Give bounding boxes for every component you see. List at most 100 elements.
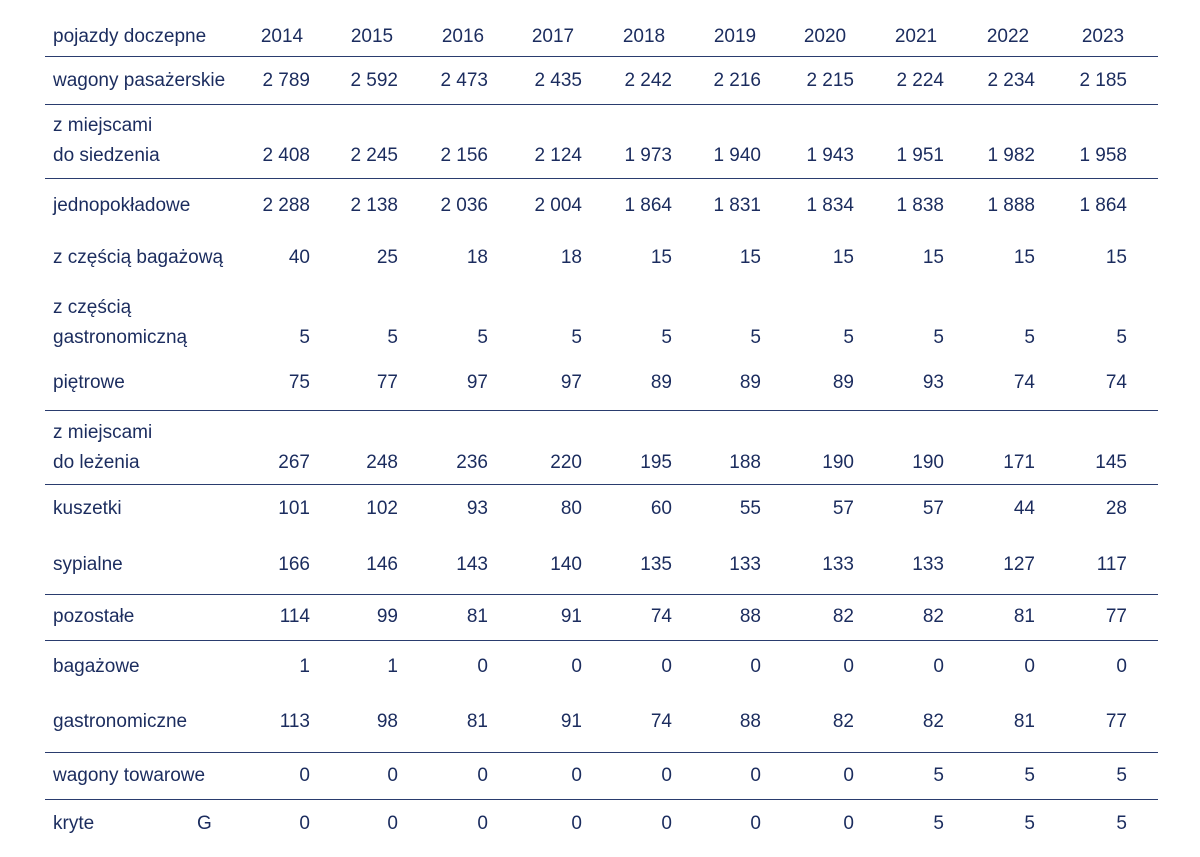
table-cell: 267 — [278, 452, 310, 473]
table-cell: 101 — [278, 498, 310, 519]
table-cell: 91 — [560, 606, 582, 627]
row-label-line: z miejscami — [53, 422, 153, 443]
table-cell: 5 — [661, 327, 672, 348]
table-cell: 0 — [661, 765, 672, 786]
table-cell: 133 — [822, 554, 854, 575]
table-cell: 2 124 — [534, 145, 582, 166]
row-label: wagony pasażerskie — [53, 66, 225, 96]
row-label-line: bagażowe — [53, 656, 140, 677]
table-cell: 18 — [466, 247, 488, 268]
table-cell: 1 831 — [713, 195, 761, 216]
row-label: kryte — [53, 809, 94, 839]
table-cell: 5 — [933, 327, 944, 348]
table-cell: 1 834 — [806, 195, 854, 216]
column-header-year: 2022 — [986, 26, 1030, 47]
table-cell: 1 888 — [987, 195, 1035, 216]
table-cell: 2 242 — [624, 70, 672, 91]
table-cell: 2 288 — [262, 195, 310, 216]
table-cell: 0 — [387, 765, 398, 786]
table-row: gastronomiczne 113 98 81 91 74 88 82 82 81 77 — [45, 696, 1158, 753]
table-row: z miejscami do leżenia 267 248 236 220 195 188 1… — [45, 410, 1158, 485]
table-cell: 140 — [550, 554, 582, 575]
column-header-year: 2020 — [803, 26, 847, 47]
row-label: wagony towarowe — [53, 761, 205, 791]
table-cell: 188 — [729, 452, 761, 473]
row-label-line: do leżenia — [53, 452, 140, 473]
table-cell: 44 — [1013, 498, 1035, 519]
table-row: z częścią bagażową 40 25 18 18 15 15 15 15 15 15 — [45, 232, 1158, 284]
table-row: z miejscami do siedzenia 2 408 2 245 2 156 2 … — [45, 104, 1158, 179]
table-cell: 145 — [1095, 452, 1127, 473]
table-cell: 1 — [299, 656, 310, 677]
row-label-line: kuszetki — [53, 498, 122, 519]
table-cell: 77 — [376, 372, 398, 393]
table-cell: 88 — [739, 606, 761, 627]
table-header-row: pojazdy doczepne 2014 2015 2016 2017 2018 2019… — [45, 18, 1158, 57]
table-row: piętrowe 75 77 97 97 89 89 89 93 74 74 — [45, 358, 1158, 411]
row-label-line: sypialne — [53, 554, 123, 575]
table-cell: 2 473 — [440, 70, 488, 91]
table-cell: 248 — [366, 452, 398, 473]
table-cell: 133 — [729, 554, 761, 575]
table-cell: 0 — [299, 765, 310, 786]
table-cell: 40 — [288, 247, 310, 268]
table-cell: 102 — [366, 498, 398, 519]
table-cell: 74 — [650, 606, 672, 627]
table-cell: 89 — [650, 372, 672, 393]
table-cell: 5 — [1024, 765, 1035, 786]
table-row: wagony pasażerskie 2 789 2 592 2 473 2 435 2 … — [45, 56, 1158, 105]
table-cell: 0 — [750, 765, 761, 786]
row-label-line: wagony pasażerskie — [53, 70, 226, 91]
table-cell: 0 — [477, 813, 488, 834]
table-cell: 82 — [832, 711, 854, 732]
table-cell: 2 245 — [350, 145, 398, 166]
row-label: gastronomiczne — [53, 707, 187, 737]
table-cell: 15 — [1013, 247, 1035, 268]
table-cell: 74 — [1013, 372, 1035, 393]
table-cell: 25 — [376, 247, 398, 268]
table-cell: 81 — [466, 711, 488, 732]
row-label-line: gastronomiczną — [53, 327, 188, 348]
row-label-line: do siedzenia — [53, 145, 160, 166]
table-cell: 18 — [560, 247, 582, 268]
table-cell: 5 — [1116, 813, 1127, 834]
column-header-year: 2019 — [713, 26, 757, 47]
table-cell: 0 — [843, 765, 854, 786]
table-cell: 5 — [299, 327, 310, 348]
table-cell: 5 — [571, 327, 582, 348]
table-cell: 2 408 — [262, 145, 310, 166]
table-cell: 15 — [1105, 247, 1127, 268]
table-row: kuszetki 101 102 93 80 60 55 57 57 44 28 — [45, 484, 1158, 538]
table-row: z częścią gastronomiczną 5 5 5 5 5 5 5 5 5 5 — [45, 284, 1158, 358]
table-cell: 82 — [922, 711, 944, 732]
table-cell: 0 — [661, 813, 672, 834]
table-cell: 82 — [922, 606, 944, 627]
table-cell: 135 — [640, 554, 672, 575]
table-cell: 0 — [299, 813, 310, 834]
table-cell: 0 — [1116, 656, 1127, 677]
table-row: bagażowe 1 1 0 0 0 0 0 0 0 0 — [45, 640, 1158, 696]
table-cell: 0 — [571, 813, 582, 834]
table-row: kryte G 0 0 0 0 0 0 0 5 5 5 — [45, 799, 1158, 851]
column-header-year: 2016 — [441, 26, 485, 47]
table-cell: 74 — [650, 711, 672, 732]
table-cell: 0 — [843, 656, 854, 677]
table-cell: 97 — [466, 372, 488, 393]
table-cell: 127 — [1003, 554, 1035, 575]
table-cell: 220 — [550, 452, 582, 473]
table-cell: 91 — [560, 711, 582, 732]
table-cell: 81 — [1013, 711, 1035, 732]
row-label: z częścią gastronomiczną — [53, 293, 187, 353]
table-cell: 82 — [832, 606, 854, 627]
table-cell: 77 — [1105, 606, 1127, 627]
table-cell: 93 — [466, 498, 488, 519]
table-cell: 1 973 — [624, 145, 672, 166]
table-cell: 5 — [933, 813, 944, 834]
table-cell: 0 — [387, 813, 398, 834]
row-label-line: gastronomiczne — [53, 711, 188, 732]
table-cell: 195 — [640, 452, 672, 473]
table-row: wagony towarowe 0 0 0 0 0 0 0 5 5 5 — [45, 752, 1158, 800]
table-cell: 114 — [279, 606, 310, 627]
table-cell: 88 — [739, 711, 761, 732]
